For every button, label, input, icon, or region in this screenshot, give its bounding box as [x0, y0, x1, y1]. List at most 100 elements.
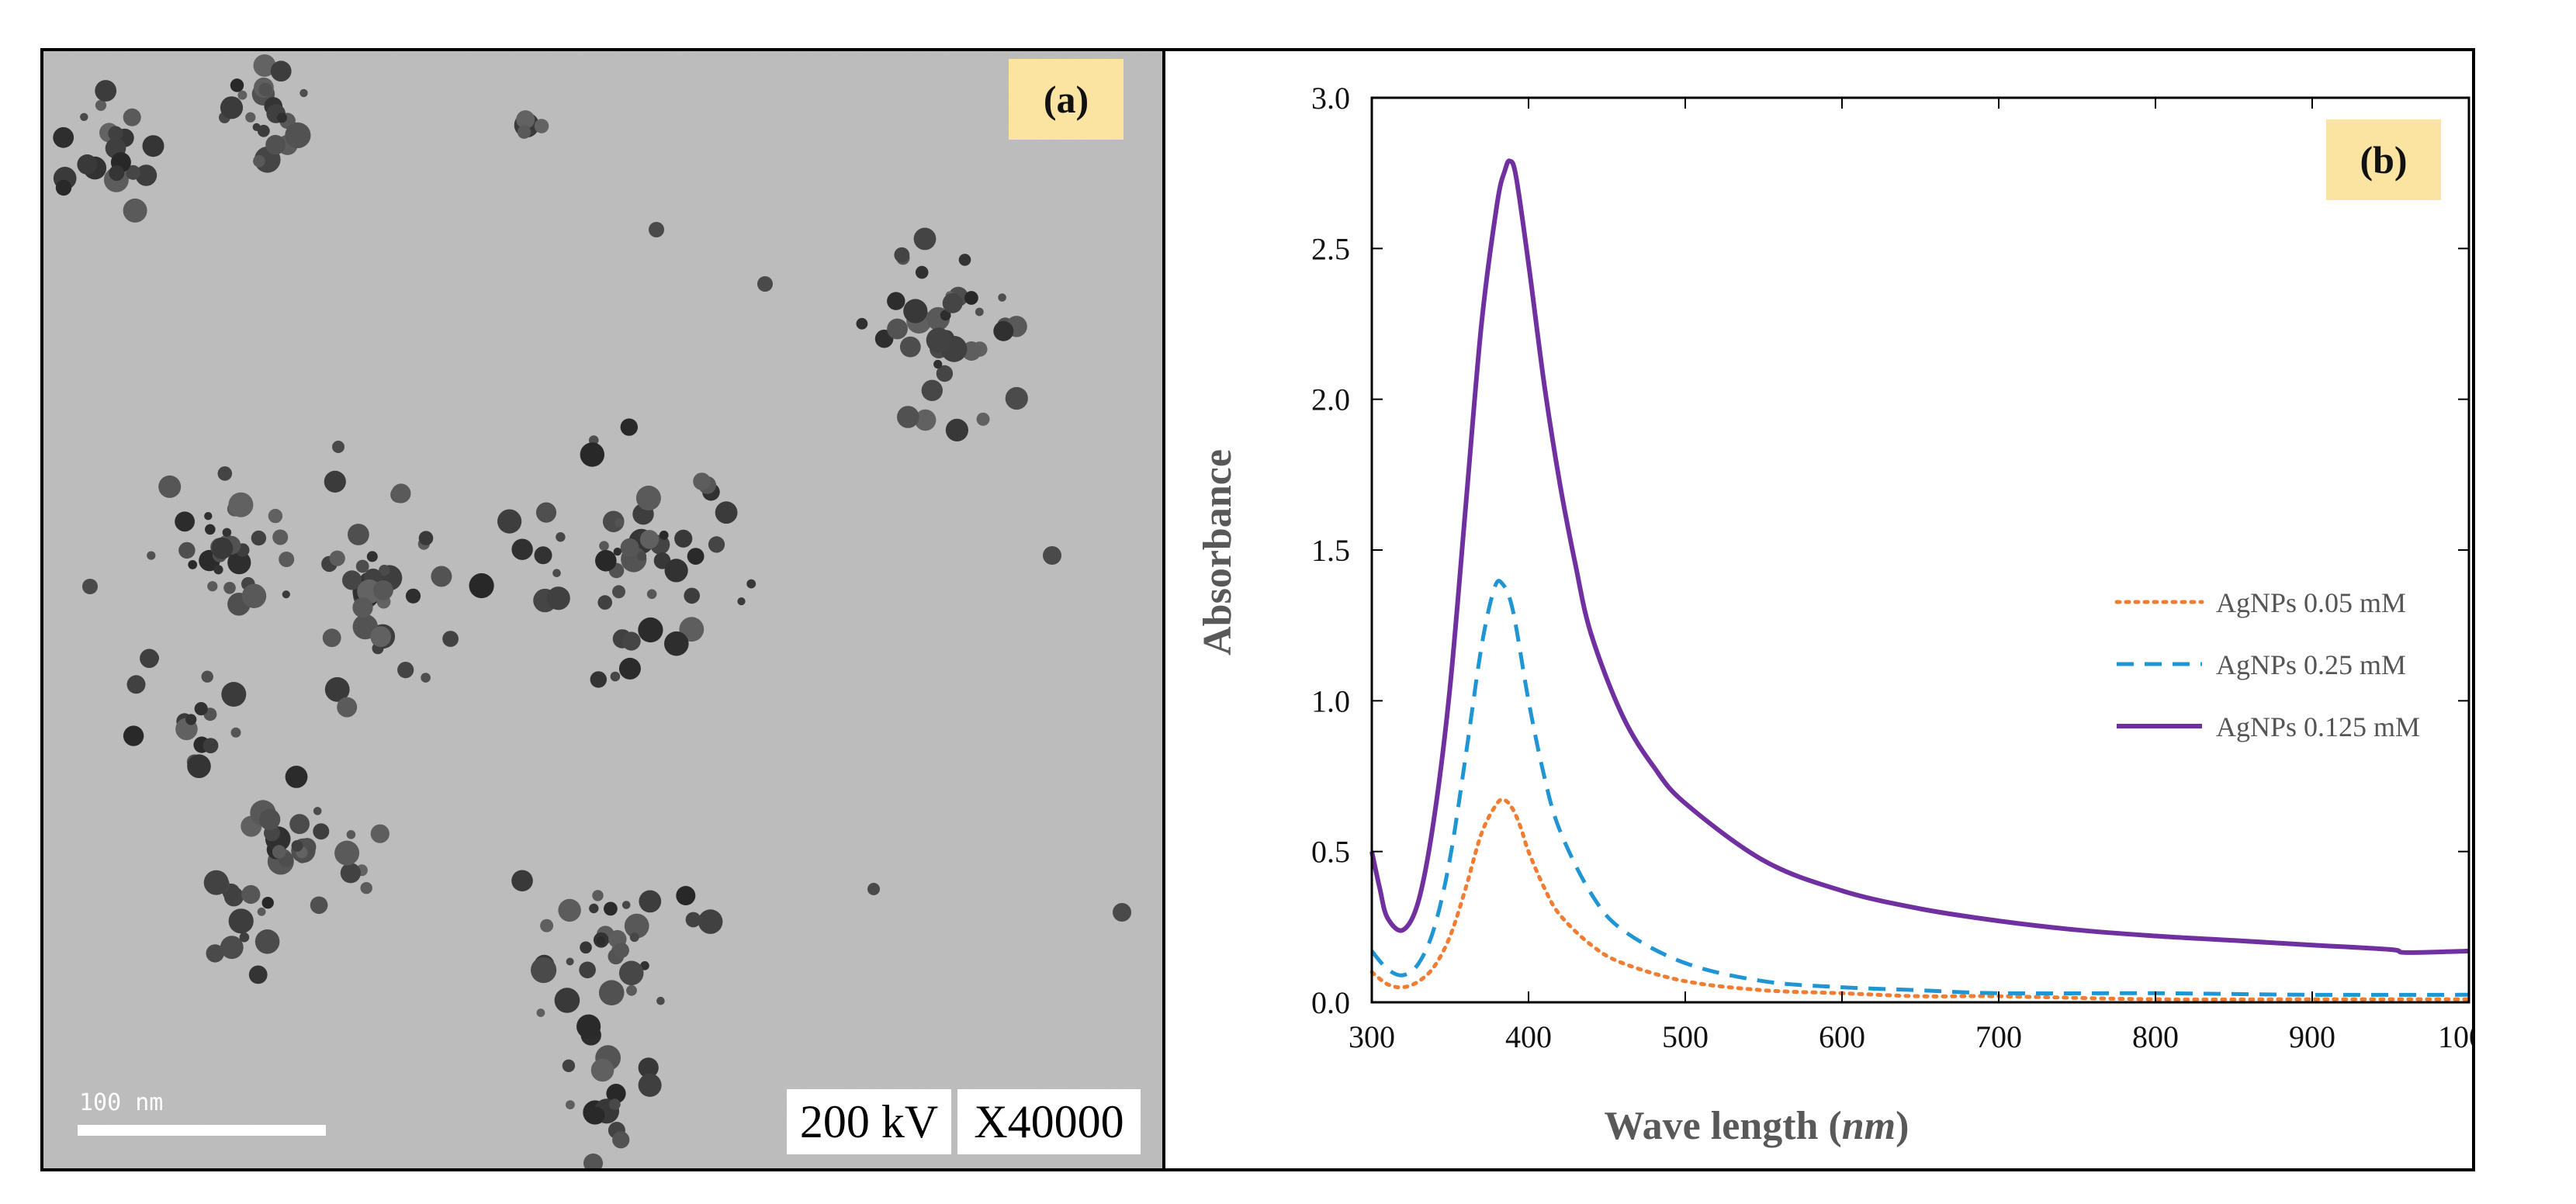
- nanoparticle: [613, 943, 629, 958]
- nanoparticle: [334, 840, 360, 866]
- nanoparticle: [95, 99, 107, 111]
- nanoparticle: [251, 530, 267, 546]
- x-tick-label: 500: [1662, 1019, 1709, 1054]
- nanoparticle: [640, 961, 649, 970]
- nanoparticle: [590, 1058, 615, 1082]
- nanoparticle: [626, 984, 637, 996]
- nanoparticle: [1043, 546, 1061, 565]
- nanoparticle: [268, 508, 283, 524]
- nanoparticle: [379, 565, 390, 576]
- nanoparticle: [656, 996, 665, 1005]
- nanoparticle: [687, 548, 705, 565]
- nanoparticle: [629, 932, 639, 943]
- absorbance-chart-panel: 300 400 500 600 700 800 900 1000 0.0 0.5 1.0 1.5 2.0…: [1165, 51, 2500, 1168]
- absorbance-chart: 300 400 500 600 700 800 900 1000 0.0 0.5 1.0 1.5 2.0…: [1196, 81, 2500, 1148]
- nanoparticle: [95, 80, 117, 102]
- nanoparticle: [546, 586, 570, 611]
- nanoparticle: [272, 845, 286, 859]
- nanoparticle: [222, 528, 232, 538]
- nanoparticle: [610, 671, 621, 682]
- nanoparticle: [576, 1014, 601, 1039]
- nanoparticle: [431, 566, 452, 587]
- nanoparticle: [228, 492, 254, 517]
- nanoparticle: [975, 307, 984, 317]
- nanoparticles: [53, 54, 1131, 1168]
- x-axis-title-unit: nm: [1842, 1104, 1896, 1148]
- nanoparticle: [55, 179, 72, 196]
- nanoparticle: [554, 988, 580, 1013]
- nanoparticle: [534, 546, 552, 565]
- nanoparticle: [175, 511, 196, 532]
- scale-bar-label: 100 nm: [79, 1089, 164, 1116]
- nanoparticle: [580, 442, 604, 467]
- nanoparticle: [624, 913, 649, 939]
- y-tick-label: 2.0: [1311, 382, 1350, 417]
- nanoparticle: [639, 530, 660, 549]
- nanoparticle: [204, 512, 213, 521]
- nanoparticle: [257, 124, 270, 137]
- nanoparticle: [355, 559, 369, 573]
- nanoparticle: [360, 882, 372, 894]
- nanoparticle: [674, 529, 693, 548]
- nanoparticle: [612, 1131, 630, 1149]
- nanoparticle: [391, 483, 411, 503]
- nanoparticle: [253, 54, 276, 77]
- nanoparticle: [421, 673, 431, 683]
- nanoparticle: [324, 676, 350, 702]
- nanoparticle: [442, 631, 459, 647]
- nanoparticle: [737, 597, 746, 606]
- legend-label-0: AgNPs 0.05 mM: [2216, 587, 2406, 618]
- nanoparticle: [580, 941, 592, 954]
- nanoparticle: [291, 840, 303, 852]
- nanoparticle: [241, 884, 261, 905]
- nanoparticle: [405, 588, 421, 604]
- nanoparticle: [945, 418, 968, 441]
- voltage-label: 200 kV: [787, 1089, 951, 1154]
- panel-b-label: (b): [2326, 119, 2441, 200]
- nanoparticle: [187, 754, 211, 778]
- nanoparticle: [993, 320, 1014, 341]
- nanoparticle: [558, 898, 581, 922]
- nanoparticle: [348, 524, 369, 545]
- nanoparticle: [310, 896, 328, 915]
- nanoparticle: [332, 441, 345, 453]
- nanoparticle: [140, 649, 159, 668]
- y-tick-label: 0.0: [1311, 985, 1350, 1020]
- nanoparticle: [618, 657, 641, 680]
- nanoparticle: [903, 299, 928, 323]
- series-line-2: [1369, 158, 2470, 955]
- nanoparticle: [894, 247, 910, 263]
- nanoparticle: [346, 830, 356, 839]
- nanoparticle: [285, 766, 308, 788]
- nanoparticle: [313, 807, 322, 815]
- nanoparticle: [940, 310, 951, 321]
- nanoparticle: [913, 227, 937, 251]
- nanoparticle: [638, 1073, 662, 1097]
- nanoparticle: [109, 165, 125, 182]
- nanoparticle: [329, 550, 345, 566]
- nanoparticle: [370, 626, 392, 647]
- legend-label-2: AgNPs 0.125 mM: [2216, 711, 2420, 742]
- nanoparticle: [612, 585, 625, 599]
- nanoparticle: [676, 886, 696, 905]
- nanoparticle: [370, 824, 390, 843]
- x-tick-label: 800: [2132, 1019, 2179, 1054]
- nanoparticle: [282, 590, 290, 599]
- nanoparticle: [534, 119, 549, 133]
- nanoparticle: [245, 112, 256, 123]
- nanoparticle: [241, 583, 267, 608]
- nanoparticle: [228, 908, 254, 934]
- nanoparticle: [887, 292, 905, 310]
- nanoparticle: [635, 486, 661, 510]
- panel-divider: [1162, 51, 1165, 1168]
- nanoparticle: [556, 532, 566, 542]
- nanoparticle: [1113, 903, 1131, 922]
- plot-area-frame: [1370, 96, 2470, 1004]
- nanoparticle: [708, 536, 725, 553]
- nanoparticle: [82, 579, 98, 594]
- nanoparticle: [205, 524, 216, 535]
- x-tick-label: 400: [1505, 1019, 1552, 1054]
- nanoparticle: [230, 78, 244, 92]
- nanoparticle: [620, 418, 638, 436]
- nanoparticle: [646, 589, 657, 600]
